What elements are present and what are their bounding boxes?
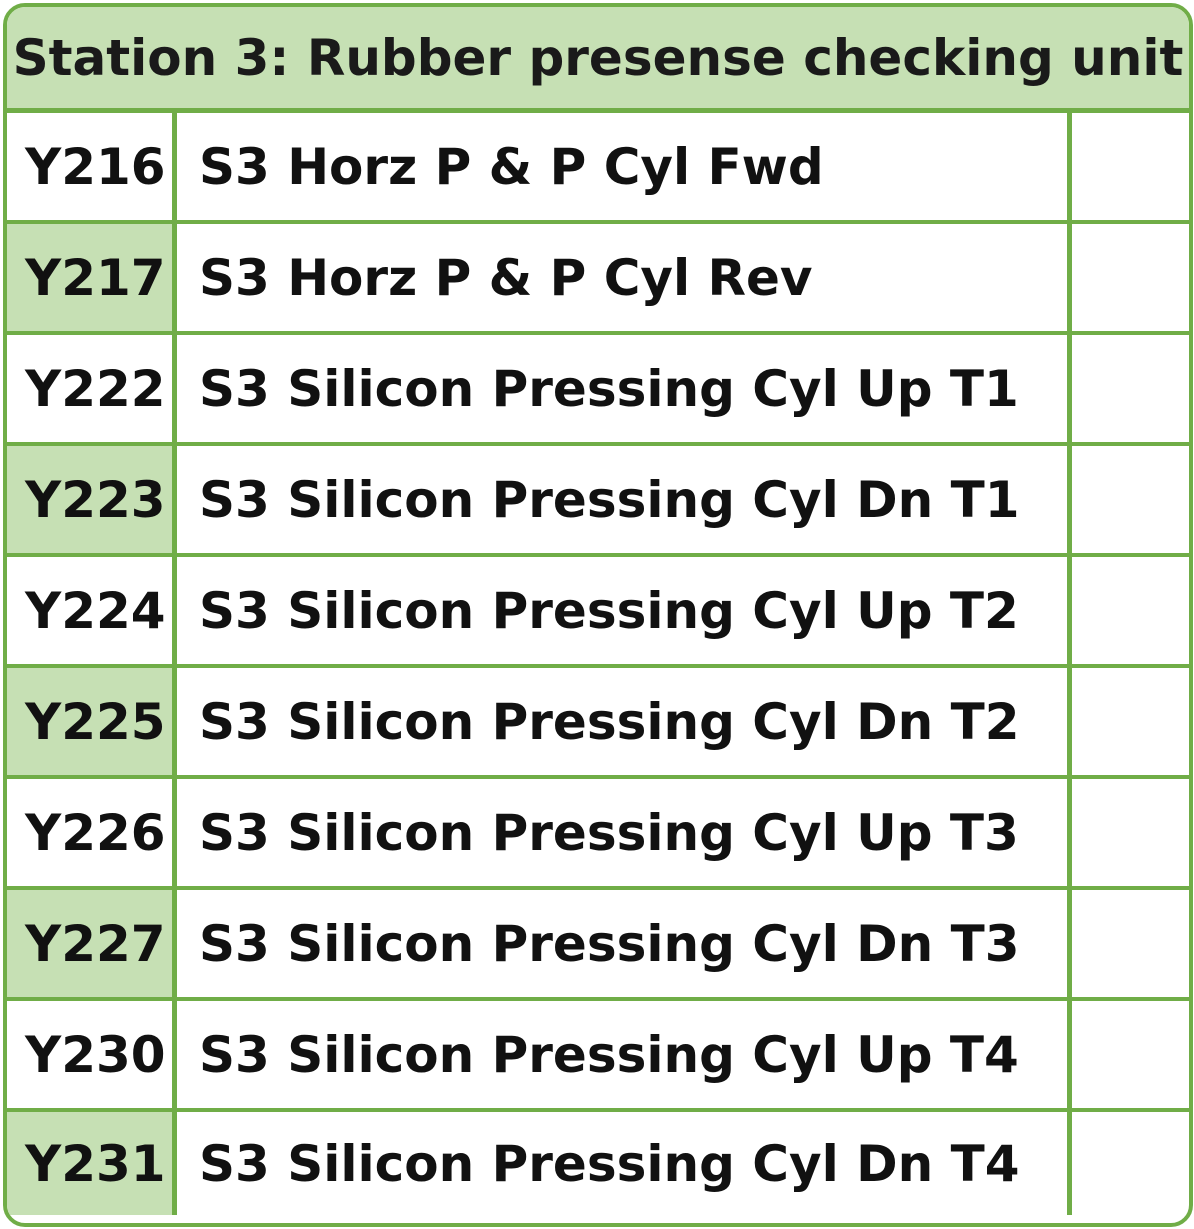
output-address: Y223 xyxy=(7,446,177,553)
output-description: S3 Silicon Pressing Cyl Dn T3 xyxy=(177,890,1072,997)
output-description: S3 Silicon Pressing Cyl Up T4 xyxy=(177,1001,1072,1108)
status-cell xyxy=(1072,335,1189,442)
status-cell xyxy=(1072,779,1189,886)
output-address: Y224 xyxy=(7,557,177,664)
table-row: Y223 S3 Silicon Pressing Cyl Dn T1 xyxy=(7,446,1189,557)
output-description: S3 Horz P & P Cyl Rev xyxy=(177,224,1072,331)
table-row: Y224 S3 Silicon Pressing Cyl Up T2 xyxy=(7,557,1189,668)
table-row: Y231 S3 Silicon Pressing Cyl Dn T4 xyxy=(7,1112,1189,1215)
table-row: Y225 S3 Silicon Pressing Cyl Dn T2 xyxy=(7,668,1189,779)
table-row: Y216 S3 Horz P & P Cyl Fwd xyxy=(7,113,1189,224)
table-row: Y226 S3 Silicon Pressing Cyl Up T3 xyxy=(7,779,1189,890)
table-row: Y222 S3 Silicon Pressing Cyl Up T1 xyxy=(7,335,1189,446)
status-cell xyxy=(1072,113,1189,220)
output-address: Y225 xyxy=(7,668,177,775)
output-description: S3 Silicon Pressing Cyl Dn T1 xyxy=(177,446,1072,553)
status-cell xyxy=(1072,1001,1189,1108)
output-description: S3 Silicon Pressing Cyl Dn T4 xyxy=(177,1112,1072,1215)
table-row: Y227 S3 Silicon Pressing Cyl Dn T3 xyxy=(7,890,1189,1001)
status-cell xyxy=(1072,224,1189,331)
table-body: Y216 S3 Horz P & P Cyl Fwd Y217 S3 Horz … xyxy=(7,113,1189,1215)
output-address: Y230 xyxy=(7,1001,177,1108)
output-address: Y222 xyxy=(7,335,177,442)
output-description: S3 Silicon Pressing Cyl Up T3 xyxy=(177,779,1072,886)
table-row: Y230 S3 Silicon Pressing Cyl Up T4 xyxy=(7,1001,1189,1112)
output-address: Y226 xyxy=(7,779,177,886)
status-cell xyxy=(1072,446,1189,553)
status-cell xyxy=(1072,1112,1189,1215)
table-header: Station 3: Rubber presense checking unit xyxy=(7,7,1189,113)
status-cell xyxy=(1072,557,1189,664)
table-title: Station 3: Rubber presense checking unit xyxy=(12,28,1184,87)
output-description: S3 Silicon Pressing Cyl Dn T2 xyxy=(177,668,1072,775)
output-address: Y216 xyxy=(7,113,177,220)
output-description: S3 Silicon Pressing Cyl Up T2 xyxy=(177,557,1072,664)
status-cell xyxy=(1072,668,1189,775)
table-row: Y217 S3 Horz P & P Cyl Rev xyxy=(7,224,1189,335)
output-description: S3 Horz P & P Cyl Fwd xyxy=(177,113,1072,220)
output-address: Y231 xyxy=(7,1112,177,1215)
output-address: Y227 xyxy=(7,890,177,997)
io-table: Station 3: Rubber presense checking unit… xyxy=(3,3,1193,1227)
output-description: S3 Silicon Pressing Cyl Up T1 xyxy=(177,335,1072,442)
status-cell xyxy=(1072,890,1189,997)
output-address: Y217 xyxy=(7,224,177,331)
